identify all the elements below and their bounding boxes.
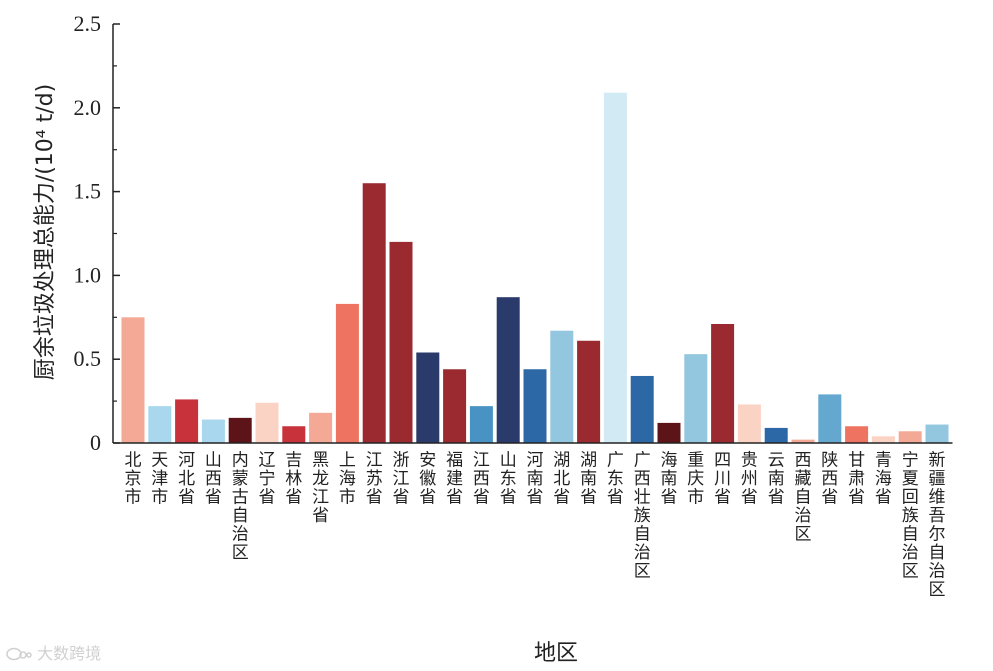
bar xyxy=(711,324,735,443)
bar xyxy=(335,303,359,443)
bar xyxy=(175,399,199,443)
watermark: 大数跨境 xyxy=(6,640,101,664)
x-tick-label: 江西省 xyxy=(473,451,490,508)
bar xyxy=(845,426,869,443)
x-tick-label: 贵州省 xyxy=(741,451,758,508)
x-tick-label: 湖北省 xyxy=(553,451,570,508)
bar xyxy=(309,412,333,443)
bar xyxy=(550,330,574,443)
x-tick-label: 海南省 xyxy=(661,451,678,508)
y-tick-label: 0.5 xyxy=(74,346,102,371)
bar xyxy=(657,422,681,443)
bar xyxy=(469,406,493,443)
bar xyxy=(523,369,547,443)
x-tick-label: 江苏省 xyxy=(366,451,383,508)
bar xyxy=(764,427,788,443)
speech-bubble-logo-icon xyxy=(6,647,32,660)
y-tick-label: 1.0 xyxy=(74,262,102,287)
x-tick-label: 山东省 xyxy=(500,451,517,508)
x-tick-label: 辽宁省 xyxy=(259,451,276,508)
x-tick-label: 福建省 xyxy=(446,451,463,508)
bar xyxy=(255,402,279,443)
category-labels: 北京市天津市河北省山西省内蒙古自治区辽宁省吉林省黑龙江省上海市江苏省浙江省安徽省… xyxy=(125,451,946,601)
bar xyxy=(791,439,815,443)
bar xyxy=(871,436,895,443)
bar xyxy=(496,297,520,443)
x-tick-label: 宁夏回族自治区 xyxy=(902,451,919,582)
bar xyxy=(362,183,386,443)
bar xyxy=(577,340,601,443)
bar xyxy=(228,417,252,443)
x-tick-label: 黑龙江省 xyxy=(312,451,329,527)
watermark-text: 大数跨境 xyxy=(37,644,102,663)
y-tick-label: 2.5 xyxy=(74,11,102,36)
x-tick-label: 内蒙古自治区 xyxy=(232,451,249,564)
x-tick-label: 安徽省 xyxy=(419,451,436,508)
bar xyxy=(201,419,225,443)
bar xyxy=(630,375,654,443)
y-tick-label: 2.0 xyxy=(74,95,102,120)
x-tick-label: 湖南省 xyxy=(580,451,597,508)
bar xyxy=(818,394,842,443)
bar xyxy=(443,369,467,443)
x-tick-label: 甘肃省 xyxy=(848,451,865,508)
x-tick-label: 西藏自治区 xyxy=(795,451,812,545)
bar xyxy=(898,431,922,443)
y-axis-title: 厨余垃圾处理总能力/(10⁴ t/d) xyxy=(33,84,58,380)
bar xyxy=(389,241,413,443)
bar xyxy=(282,426,306,443)
bar xyxy=(148,406,172,443)
bar xyxy=(121,317,145,443)
x-tick-label: 河北省 xyxy=(178,451,195,508)
y-tick-label: 0 xyxy=(90,430,101,455)
x-tick-label: 重庆市 xyxy=(687,451,704,508)
y-tick-label: 1.5 xyxy=(74,179,102,204)
x-tick-label: 云南省 xyxy=(768,451,785,508)
x-tick-label: 陕西省 xyxy=(821,451,838,508)
x-tick-label: 天津市 xyxy=(151,451,168,508)
bar xyxy=(603,92,627,443)
x-tick-label: 新疆维吾尔自治区 xyxy=(929,451,946,601)
x-tick-label: 青海省 xyxy=(875,451,892,508)
bar xyxy=(925,424,949,443)
x-tick-label: 河南省 xyxy=(527,451,544,508)
bars-group xyxy=(121,92,949,443)
bar xyxy=(416,352,440,443)
y-axis: 0 0.5 1.0 1.5 2.0 2.5 xyxy=(74,11,120,455)
x-tick-label: 四川省 xyxy=(714,451,731,508)
x-axis-title: 地区 xyxy=(534,641,578,666)
x-tick-label: 山西省 xyxy=(205,451,222,508)
x-tick-label: 北京市 xyxy=(125,451,142,508)
x-tick-label: 浙江省 xyxy=(393,451,410,508)
bar xyxy=(684,354,708,443)
x-tick-label: 广西壮族自治区 xyxy=(634,451,651,582)
x-tick-label: 广东省 xyxy=(607,451,624,508)
bar xyxy=(737,404,761,443)
x-tick-label: 吉林省 xyxy=(285,451,302,508)
x-tick-label: 上海市 xyxy=(339,451,356,508)
